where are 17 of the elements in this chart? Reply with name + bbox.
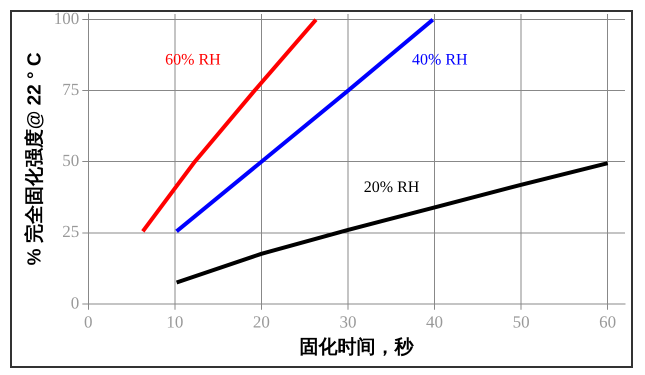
y-tick-label: 0 (70, 293, 80, 312)
y-tick-label: 100 (54, 9, 80, 28)
x-tick-label: 40 (426, 312, 444, 332)
x-tick-label: 10 (166, 312, 184, 332)
series-label: 20% RH (364, 179, 420, 196)
y-tick-label: 25 (62, 222, 80, 242)
x-tick-label: 50 (512, 312, 530, 332)
y-axis-title: % 完全固化强度@ 22 ° C (24, 52, 46, 266)
x-tick-label: 60 (599, 312, 616, 332)
series-label: 40% RH (412, 52, 468, 69)
x-axis-title: 固化时间，秒 (300, 336, 415, 358)
x-tick-label: 0 (84, 312, 93, 332)
y-tick-label: 50 (62, 151, 80, 170)
y-tick-label: 75 (62, 80, 80, 100)
x-tick-label: 20 (252, 312, 270, 332)
x-tick-label: 30 (339, 312, 356, 332)
text: 60% RH (165, 52, 222, 69)
